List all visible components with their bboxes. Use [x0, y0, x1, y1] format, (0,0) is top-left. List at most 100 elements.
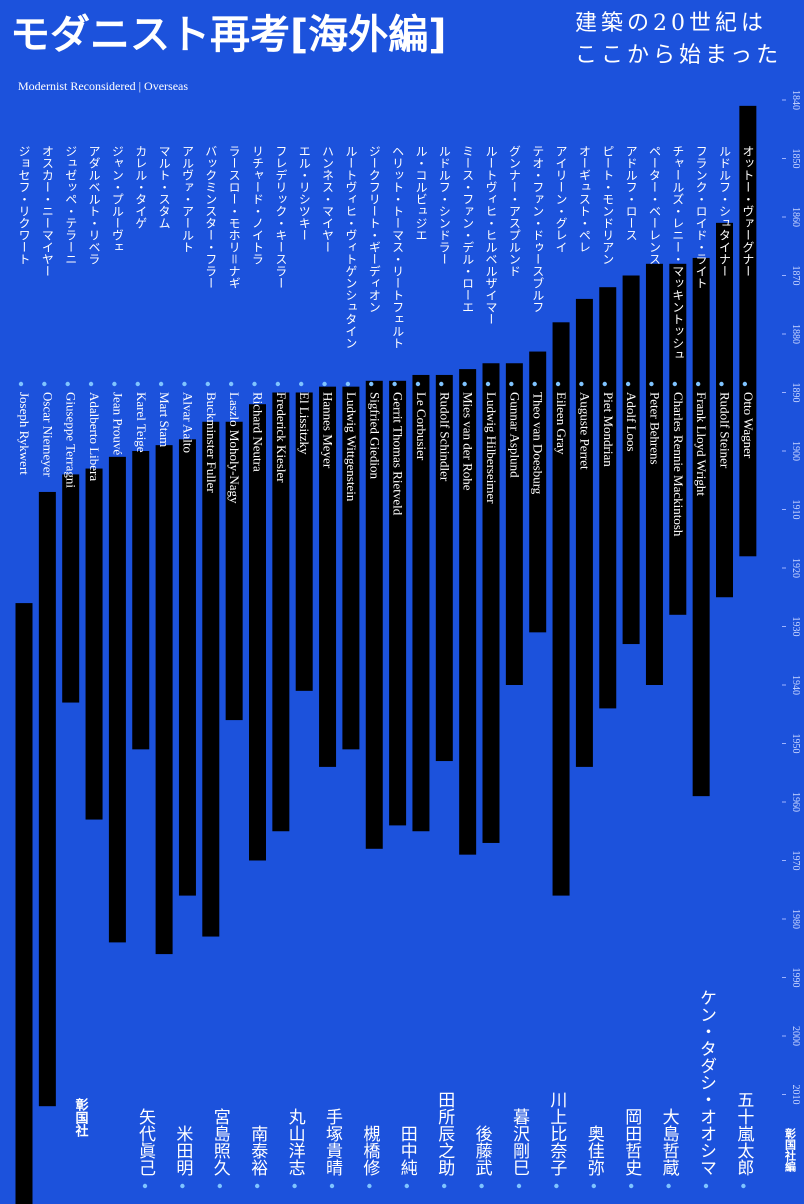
name-ja: ペーター・ベーレンス	[647, 145, 661, 265]
lifespan-bar	[132, 451, 150, 750]
author: 五十嵐太郎	[733, 1091, 754, 1176]
name-ja: オットー・ヴァーグナー	[741, 145, 755, 277]
author: 後藤武	[472, 1125, 493, 1176]
subtitle: Modernist Reconsidered | Overseas	[18, 79, 188, 93]
author-dot	[367, 1183, 372, 1189]
tagline: ここから始まった	[575, 43, 782, 68]
lifespan-bar	[716, 222, 733, 598]
name-ja: バックミンスター・フラー	[204, 145, 218, 289]
name-en: Ludwig Wittgenstein	[344, 392, 359, 502]
author-dot	[142, 1183, 148, 1189]
name-dot	[322, 381, 327, 387]
author: 南泰裕	[247, 1125, 268, 1176]
name-en: Joseph Rykwert	[17, 392, 32, 475]
name-en: Ludwig Hilberseimer	[484, 392, 499, 504]
name-dot	[135, 381, 140, 387]
name-ja: アダルベルト・リベラ	[87, 145, 101, 265]
lifespan-bar	[412, 374, 430, 832]
name-ja: ラースロー・モホリ＝ナギ	[227, 145, 241, 289]
lifespan-bar	[202, 421, 220, 937]
lifespan-bar	[178, 439, 196, 896]
name-ja: リチャード・ノイトラ	[251, 145, 265, 265]
author-dot	[217, 1183, 222, 1189]
author-dot	[741, 1183, 746, 1189]
name-dot	[625, 381, 631, 387]
author-dot	[329, 1183, 335, 1189]
name-en: Hannes Meyer	[321, 392, 336, 469]
name-ja: ルドルフ・シュタイナー	[718, 145, 732, 277]
author: 手塚貴晴	[322, 1108, 343, 1176]
author-dot	[629, 1183, 634, 1189]
lifespan-bar	[15, 603, 33, 1204]
name-en: Richard Neutra	[251, 392, 266, 472]
name-ja: ミース・ファン・デル・ローエ	[461, 145, 475, 313]
name-dot	[158, 381, 164, 387]
name-dot	[88, 381, 94, 387]
name-en: Peter Behrens	[647, 392, 662, 465]
title: モダニスト再考[海外編]	[10, 12, 447, 58]
name-en: Frederick Kiesler	[274, 392, 289, 483]
name-en: Piet Mondrian	[601, 392, 616, 467]
name-ja: ハンネス・マイヤー	[321, 145, 335, 253]
author-dot	[479, 1183, 484, 1189]
y-tick-label: 1860	[790, 207, 801, 227]
lifespan-bar	[319, 386, 337, 767]
y-tick-label: 1980	[790, 909, 801, 929]
name-en: Gerrit Thomas Rietveld	[391, 392, 406, 516]
name-ja: オスカー・ニーマイヤー	[40, 145, 54, 277]
author: 丸山洋志	[285, 1108, 306, 1176]
name-ja: エル・リシツキー	[297, 145, 311, 241]
y-tick-label: 1960	[790, 792, 801, 812]
name-en: Adalberto Libera	[87, 392, 102, 481]
name-dot	[695, 381, 701, 387]
name-dot	[299, 381, 304, 387]
author: 矢代眞己	[135, 1108, 156, 1176]
lifespan-bar	[575, 298, 593, 767]
author: 宮島照久	[210, 1108, 231, 1176]
name-dot	[602, 381, 607, 387]
author-dot	[703, 1183, 709, 1189]
name-dot	[228, 381, 234, 387]
name-dot	[719, 381, 724, 387]
y-tick-label: 2000	[790, 1026, 801, 1046]
lifespan-bar	[505, 363, 523, 685]
name-en: Frank Lloyd Wright	[694, 392, 709, 496]
name-ja: アイリーン・グレイ	[554, 145, 568, 253]
lifespan-bar	[435, 374, 453, 762]
name-ja: チャールズ・レニー・マッキントッシュ	[671, 145, 685, 361]
y-tick-label: 1840	[790, 90, 801, 110]
name-en: Le Corbusier	[414, 392, 429, 461]
lifespan-bar	[459, 369, 477, 855]
y-tick-label: 1870	[790, 266, 801, 286]
name-dot	[65, 381, 70, 387]
author-dot	[404, 1183, 409, 1189]
name-ja: ジャン・プルーヴェ	[110, 145, 124, 253]
name-en: Laszlo Moholy-Nagy	[227, 392, 242, 504]
name-ja: ジョセフ・リクワート	[17, 145, 31, 265]
name-dot	[275, 381, 281, 387]
y-tick-label: 1930	[790, 617, 801, 637]
tagline: 建築の20世紀は	[575, 11, 767, 36]
name-dot	[439, 381, 444, 387]
lifespan-bar	[272, 392, 290, 832]
y-tick-label: 2010	[790, 1085, 801, 1105]
name-dot	[485, 381, 491, 387]
name-en: Rudolf Schindler	[437, 392, 452, 482]
name-dot	[205, 381, 210, 387]
name-en: Eileen Gray	[554, 392, 569, 455]
name-dot	[18, 381, 24, 387]
author: 大島哲蔵	[659, 1108, 680, 1176]
lifespan-bar	[692, 257, 710, 797]
lifespan-bar	[739, 105, 757, 557]
name-ja: ヘリット・トーマス・リートフェルト	[391, 145, 405, 349]
lifespan-bar	[155, 445, 173, 955]
name-en: Buckminster Fuller	[204, 392, 219, 493]
name-dot	[345, 381, 351, 387]
name-dot	[532, 381, 537, 387]
lifespan-bar	[295, 392, 313, 691]
lifespan-bar	[108, 456, 126, 943]
name-dot	[462, 381, 467, 387]
name-ja: ルートヴィヒ・ヴィトゲンシュタイン	[344, 145, 358, 349]
name-en: Oscar Niemeyer	[40, 392, 55, 477]
